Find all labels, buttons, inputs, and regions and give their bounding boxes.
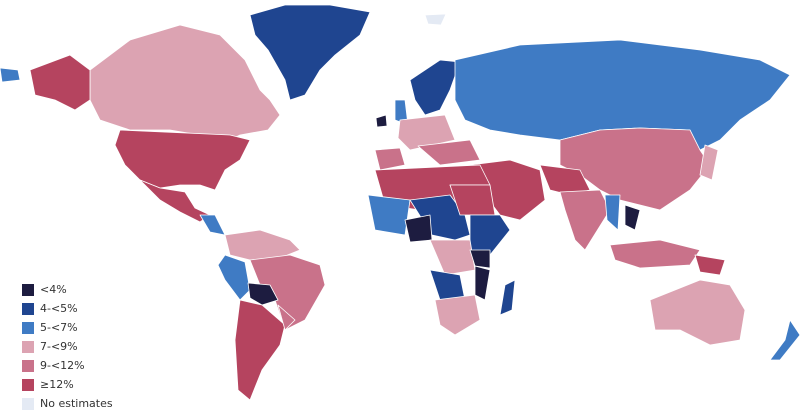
regions [0, 4, 800, 401]
region [434, 294, 481, 336]
region [699, 144, 719, 181]
region [114, 129, 251, 191]
region [0, 67, 21, 83]
region [424, 13, 447, 26]
region [89, 24, 281, 141]
legend-swatch [22, 284, 34, 296]
legend-swatch [22, 360, 34, 372]
region [217, 254, 251, 301]
region [417, 139, 481, 166]
region [429, 239, 476, 276]
region [374, 147, 406, 171]
legend-label: <4% [40, 283, 67, 296]
region [234, 299, 286, 401]
legend-swatch [22, 398, 34, 410]
region [139, 179, 211, 223]
region [604, 194, 621, 231]
legend-swatch [22, 341, 34, 353]
legend: <4% 4-<5% 5-<7% 7-<9% 9-<12% ≥12% No estimates [22, 283, 113, 410]
region [367, 194, 411, 236]
region [469, 214, 511, 256]
region [469, 249, 491, 269]
legend-swatch [22, 322, 34, 334]
region [29, 54, 91, 111]
legend-label: 4-<5% [40, 302, 78, 315]
region [559, 189, 611, 251]
legend-swatch [22, 303, 34, 315]
region [404, 214, 433, 243]
region [375, 114, 388, 128]
region [409, 59, 461, 116]
legend-swatch [22, 379, 34, 391]
region [429, 269, 466, 301]
region [247, 282, 279, 306]
region [249, 4, 371, 101]
legend-label: 7-<9% [40, 340, 78, 353]
region [499, 279, 516, 316]
region [649, 279, 746, 346]
region [224, 229, 301, 261]
region [624, 204, 641, 231]
region [694, 254, 726, 276]
region [769, 319, 800, 361]
legend-label: No estimates [40, 397, 113, 410]
region [277, 304, 296, 331]
legend-label: ≥12% [40, 378, 74, 391]
region [199, 214, 226, 236]
legend-label: 9-<12% [40, 359, 85, 372]
region [474, 265, 491, 301]
region [609, 239, 701, 269]
legend-label: 5-<7% [40, 321, 78, 334]
